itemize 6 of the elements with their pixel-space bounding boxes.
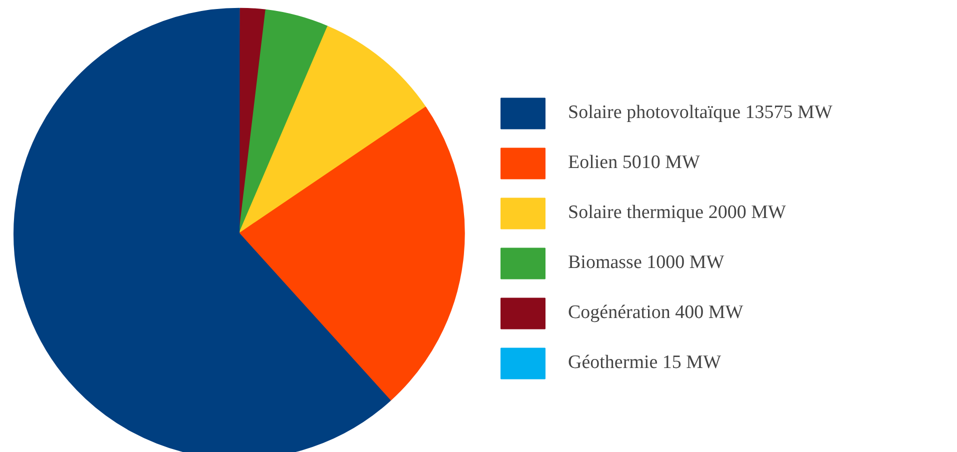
legend-label: Eolien 5010 MW: [568, 152, 700, 174]
legend-label: Géothermie 15 MW: [568, 352, 722, 374]
legend-label: Solaire thermique 2000 MW: [568, 202, 786, 224]
legend-label: Solaire photovoltaïque 13575 MW: [568, 102, 832, 124]
legend-label: Cogénération 400 MW: [568, 302, 744, 324]
legend-label: Biomasse 1000 MW: [568, 252, 724, 274]
